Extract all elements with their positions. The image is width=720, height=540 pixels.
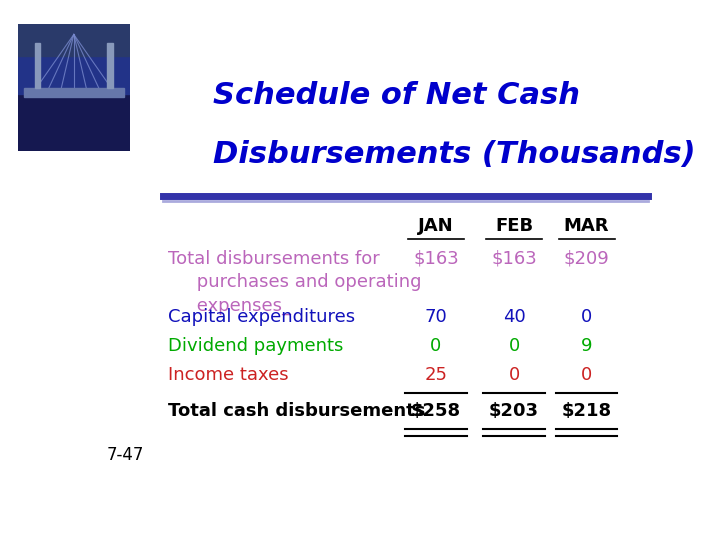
Text: 0: 0 [581,366,593,384]
Text: Total cash disbursements: Total cash disbursements [168,402,426,420]
Text: JAN: JAN [418,217,454,234]
Text: Income taxes: Income taxes [168,366,289,384]
Bar [18,94,130,151]
Text: 7-47: 7-47 [107,446,144,464]
Text: 25: 25 [425,366,447,384]
Text: Schedule of Net Cash: Schedule of Net Cash [213,82,580,111]
Text: Total disbursements for
     purchases and operating
     expenses_: Total disbursements for purchases and op… [168,250,422,315]
Text: $203: $203 [489,402,539,420]
Bar [18,56,130,94]
Text: Disbursements (Thousands): Disbursements (Thousands) [213,140,696,168]
Bar [24,88,124,97]
Text: 0: 0 [508,366,520,384]
Text: 0: 0 [431,337,441,355]
Text: 0: 0 [581,308,593,326]
Text: FEB: FEB [495,217,533,234]
Text: 40: 40 [503,308,526,326]
Text: MAR: MAR [564,217,609,234]
Text: $258: $258 [411,402,461,420]
Text: $209: $209 [564,250,610,268]
Bar [35,43,40,87]
Text: Capital expenditures: Capital expenditures [168,308,355,326]
Bar [107,43,113,87]
Text: $163: $163 [491,250,537,268]
Text: $218: $218 [562,402,612,420]
Text: 0: 0 [508,337,520,355]
Text: Dividend payments: Dividend payments [168,337,343,355]
Bar [18,24,130,56]
Text: 70: 70 [425,308,447,326]
Text: 9: 9 [581,337,593,355]
Text: $163: $163 [413,250,459,268]
